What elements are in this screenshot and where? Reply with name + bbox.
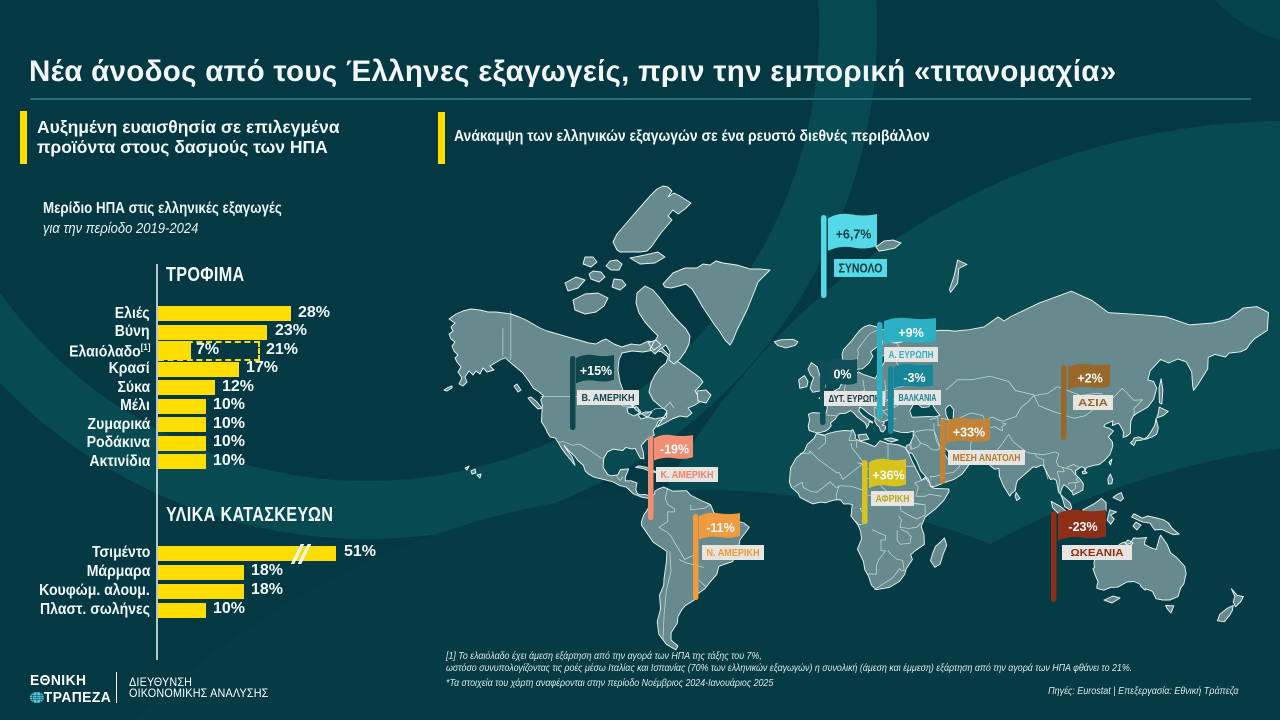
svg-text:Κ. ΑΜΕΡΙΚΗ: Κ. ΑΜΕΡΙΚΗ [661,469,714,481]
svg-text:+6,7%: +6,7% [836,228,872,242]
svg-text:+9%: +9% [898,326,923,340]
svg-text:+33%: +33% [953,426,985,440]
svg-text:0%: 0% [833,368,851,382]
svg-text:ΣΥΝΟΛΟ: ΣΥΝΟΛΟ [839,261,883,276]
svg-text:ΔΥΤ. ΕΥΡΩΠΗ: ΔΥΤ. ΕΥΡΩΠΗ [829,393,881,405]
svg-text:-23%: -23% [1068,520,1097,534]
svg-text:ΑΦΡΙΚΗ: ΑΦΡΙΚΗ [876,493,910,505]
svg-text:Α. ΕΥΡΩΠΗ: Α. ΕΥΡΩΠΗ [889,349,934,361]
svg-text:+2%: +2% [1077,372,1102,386]
svg-text:+36%: +36% [872,469,904,483]
svg-text:ΑΣΙΑ: ΑΣΙΑ [1078,397,1109,409]
svg-text:Β. ΑΜΕΡΙΚΗ: Β. ΑΜΕΡΙΚΗ [582,392,635,404]
svg-text:Ν. ΑΜΕΡΙΚΗ: Ν. ΑΜΕΡΙΚΗ [707,547,760,559]
svg-text:ΩΚΕΑΝΙΑ: ΩΚΕΑΝΙΑ [1071,547,1124,559]
svg-text:+15%: +15% [580,364,612,378]
svg-text:-3%: -3% [903,371,925,385]
svg-text:ΒΑΛΚΑΝΙΑ: ΒΑΛΚΑΝΙΑ [899,392,937,404]
svg-text:ΜΕΣΗ ΑΝΑΤΟΛΗ: ΜΕΣΗ ΑΝΑΤΟΛΗ [953,452,1021,464]
svg-text:-11%: -11% [706,521,735,535]
svg-text:-19%: -19% [660,443,689,457]
